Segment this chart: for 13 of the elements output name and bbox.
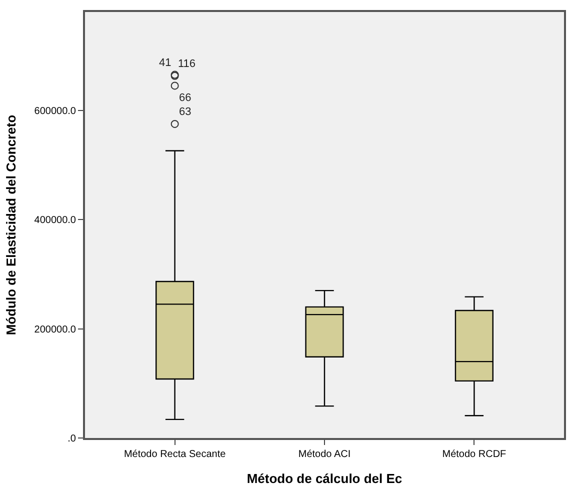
annotation: 63 — [179, 106, 192, 118]
x-tick-label: Método ACI — [298, 449, 351, 460]
y-tick-label: 600000.0 — [34, 106, 76, 117]
y-tick-label: .0 — [68, 434, 76, 444]
y-tick-label: 200000.0 — [34, 324, 76, 336]
y-axis-title: Módulo de Elasticidad del Concreto — [4, 114, 19, 336]
annotation: 66 — [179, 92, 192, 104]
x-axis-title: Método de cálculo del Ec — [246, 471, 402, 486]
x-tick-label: Método Recta Secante — [124, 449, 226, 460]
annotation: 41 — [159, 57, 172, 69]
y-tick-label: 400000.0 — [34, 215, 76, 226]
x-tick-label: Método RCDF — [442, 449, 506, 460]
annotation: 116 — [178, 58, 196, 70]
